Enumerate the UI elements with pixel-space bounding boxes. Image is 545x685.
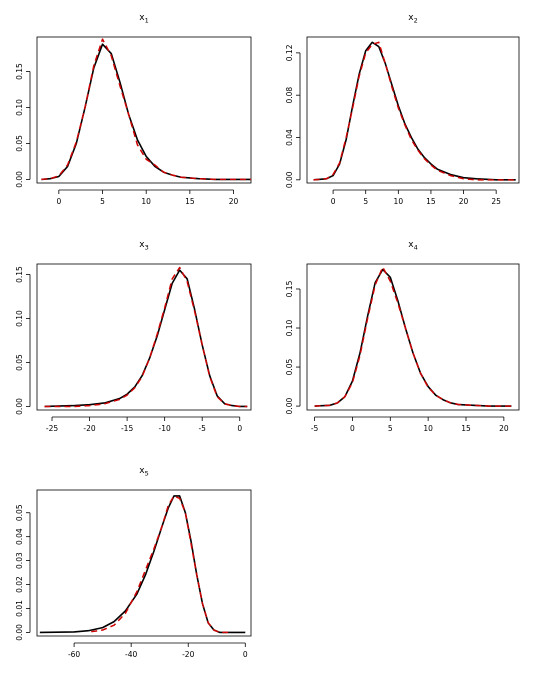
plot-title-x1: x1 xyxy=(139,13,148,25)
y-tick-label: 0.10 xyxy=(15,99,24,116)
dashed-density-curve-x4 xyxy=(314,266,512,407)
y-axis-x5: 0.00 0.01 0.02 0.03 0.04 0.05 xyxy=(15,504,31,641)
y-tick-label: 0.01 xyxy=(15,600,24,617)
y-tick-label: 0.05 xyxy=(15,354,24,371)
y-tick-label: 0.04 xyxy=(285,129,294,146)
x-tick-label: 15 xyxy=(426,197,436,206)
solid-density-curve-x5 xyxy=(39,495,246,634)
x-tick-label: 0 xyxy=(243,650,248,659)
y-tick-label: 0.05 xyxy=(285,358,294,375)
x-tick-label: 15 xyxy=(461,424,471,433)
panel-x4: x4 -5 0 5 10 15 20 0.00 0.05 0.10 0.15 xyxy=(285,240,520,433)
y-tick-label: 0.04 xyxy=(15,528,24,545)
x-tick-label: 20 xyxy=(459,197,469,206)
y-tick-label: 0.00 xyxy=(285,171,294,188)
x-axis-x1: 0 5 10 15 20 xyxy=(56,189,239,206)
x-tick-label: -15 xyxy=(121,424,133,433)
panel-x1: x1 0 5 10 15 20 0.00 0.05 0.10 0.15 xyxy=(15,13,252,206)
y-tick-label: 0.00 xyxy=(15,171,24,188)
y-tick-label: 0.00 xyxy=(15,398,24,415)
y-tick-label: 0.15 xyxy=(15,63,24,80)
y-axis-x1: 0.00 0.05 0.10 0.15 xyxy=(15,63,31,188)
x-tick-label: 20 xyxy=(229,197,239,206)
x-tick-label: 0 xyxy=(237,424,242,433)
dashed-density-curve-x2 xyxy=(313,41,516,181)
plot-title-x5: x5 xyxy=(139,466,148,478)
plot-title-x2: x2 xyxy=(408,13,417,25)
plot-frame-x4 xyxy=(306,263,520,411)
solid-density-curve-x2 xyxy=(313,41,516,181)
y-tick-label: 0.10 xyxy=(285,319,294,336)
x-tick-label: 5 xyxy=(363,197,368,206)
y-tick-label: 0.00 xyxy=(285,398,294,415)
x-axis-x4: -5 0 5 10 15 20 xyxy=(311,416,509,433)
plot-frame-x1 xyxy=(36,36,252,184)
x-tick-label: 10 xyxy=(423,424,433,433)
y-axis-x4: 0.00 0.05 0.10 0.15 xyxy=(285,280,301,415)
plot-title-x4: x4 xyxy=(408,240,417,252)
x-tick-label: -5 xyxy=(311,424,319,433)
x-tick-label: -5 xyxy=(198,424,206,433)
x-tick-label: -25 xyxy=(46,424,58,433)
x-tick-label: -60 xyxy=(68,650,80,659)
y-axis-x3: 0.00 0.05 0.10 0.15 xyxy=(15,266,31,415)
solid-density-curve-x3 xyxy=(44,269,248,408)
y-tick-label: 0.12 xyxy=(285,44,294,61)
x-tick-label: -20 xyxy=(83,424,95,433)
y-tick-label: 0.03 xyxy=(15,552,24,569)
dashed-density-curve-x1 xyxy=(41,38,251,181)
y-tick-label: 0.10 xyxy=(15,310,24,327)
y-tick-label: 0.02 xyxy=(15,576,24,593)
y-tick-label: 0.15 xyxy=(15,266,24,283)
plot-frame-x5 xyxy=(36,489,252,637)
y-tick-label: 0.00 xyxy=(15,624,24,641)
x-tick-label: -40 xyxy=(125,650,137,659)
y-tick-label: 0.08 xyxy=(285,87,294,104)
x-tick-label: 0 xyxy=(56,197,61,206)
plot-title-x3: x3 xyxy=(139,240,148,252)
y-tick-label: 0.15 xyxy=(285,280,294,297)
x-tick-label: 0 xyxy=(331,197,336,206)
x-tick-label: 0 xyxy=(350,424,355,433)
x-axis-x2: 0 5 10 15 20 25 xyxy=(331,189,501,206)
dashed-density-curve-x5 xyxy=(91,495,229,634)
plot-frame-x3 xyxy=(36,263,252,411)
x-tick-label: 15 xyxy=(185,197,195,206)
x-tick-label: 10 xyxy=(394,197,404,206)
x-tick-label: 5 xyxy=(100,197,105,206)
solid-density-curve-x4 xyxy=(314,268,512,407)
panel-x3: x3 -25 -20 -15 -10 -5 0 0.00 0.05 0.10 0.15 xyxy=(15,240,252,433)
plot-frame-x2 xyxy=(306,36,520,184)
y-axis-x2: 0.00 0.04 0.08 0.12 xyxy=(285,44,301,188)
panel-x5: x5 -60 -40 -20 0 0.00 0.01 0.02 0.03 0.04 0.05 xyxy=(15,466,252,659)
x-tick-label: 20 xyxy=(499,424,509,433)
x-tick-label: -20 xyxy=(182,650,194,659)
x-tick-label: 25 xyxy=(491,197,501,206)
x-tick-label: -10 xyxy=(159,424,171,433)
x-axis-x5: -60 -40 -20 0 xyxy=(68,642,248,659)
panel-x2: x2 0 5 10 15 20 25 0.00 0.04 0.08 0.12 xyxy=(285,13,520,206)
x-axis-x3: -25 -20 -15 -10 -5 0 xyxy=(46,416,242,433)
dashed-density-curve-x3 xyxy=(44,266,248,408)
x-tick-label: 5 xyxy=(388,424,393,433)
y-tick-label: 0.05 xyxy=(15,504,24,521)
y-tick-label: 0.05 xyxy=(15,135,24,152)
x-tick-label: 10 xyxy=(141,197,151,206)
